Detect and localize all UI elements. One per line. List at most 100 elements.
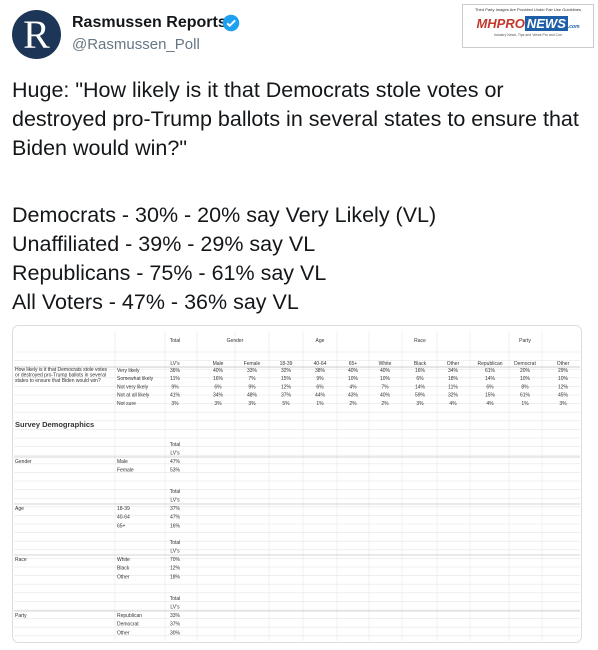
demo-group: Age xyxy=(15,506,24,512)
cell-value: 9% xyxy=(171,384,179,390)
cell-value: 6% xyxy=(416,376,424,382)
watermark-brand: MHPRO NEWS .com xyxy=(463,16,593,31)
demo-value: 33% xyxy=(170,613,181,619)
cell-value: 40% xyxy=(213,368,224,374)
sheet-frame xyxy=(12,325,582,643)
column-header: 40-64 xyxy=(314,361,327,367)
group-header: Age xyxy=(316,338,325,344)
cell-value: 34% xyxy=(448,368,459,374)
cell-value: 61% xyxy=(520,393,531,399)
avatar[interactable]: R xyxy=(12,10,61,59)
account-name[interactable]: Rasmussen Reports xyxy=(72,14,227,31)
cell-value: 3% xyxy=(416,401,424,407)
demo-label: Female xyxy=(117,468,134,474)
cell-value: 3% xyxy=(214,401,222,407)
cell-value: 14% xyxy=(485,376,496,382)
watermark-notice: Third Party Images Are Provided Under Fa… xyxy=(474,7,582,12)
cell-value: 6% xyxy=(214,384,222,390)
cell-value: 8% xyxy=(521,384,529,390)
cell-value: 43% xyxy=(348,393,359,399)
watermark: Third Party Images Are Provided Under Fa… xyxy=(462,4,594,48)
demo-group: Party xyxy=(15,613,27,619)
demo-value: 47% xyxy=(170,515,181,521)
cell-value: 11% xyxy=(448,384,458,390)
demo-label: 18-39 xyxy=(117,506,130,512)
cell-value: 15% xyxy=(281,376,292,382)
tweet-results: Democrats - 30% - 20% say Very Likely (V… xyxy=(12,201,436,317)
demo-unit: LV's xyxy=(170,605,180,611)
cell-value: 40% xyxy=(380,393,391,399)
demo-value: 53% xyxy=(170,468,181,474)
cell-value: 34% xyxy=(213,393,224,399)
cell-value: 18% xyxy=(448,376,459,382)
group-header: Party xyxy=(519,338,531,344)
account-handle[interactable]: @Rasmussen_Poll xyxy=(72,36,200,53)
cell-value: 4% xyxy=(449,401,457,407)
demographics-title: Survey Demographics xyxy=(15,420,94,429)
column-header: Other xyxy=(557,361,570,367)
cell-value: 29% xyxy=(558,368,569,374)
result-line: All Voters - 47% - 36% say VL xyxy=(12,290,299,314)
demo-label: Republican xyxy=(117,613,142,619)
cell-value: 32% xyxy=(281,368,292,374)
cell-value: 33% xyxy=(247,368,258,374)
row-label: Not at all likely xyxy=(117,393,150,399)
brand-part: NEWS xyxy=(524,16,568,31)
question-label: states to ensure that Biden would win? xyxy=(15,378,101,384)
demo-label: 40-64 xyxy=(117,515,130,521)
column-header: LV's xyxy=(170,361,180,367)
cell-value: 11% xyxy=(170,376,180,382)
cell-value: 16% xyxy=(415,368,426,374)
cell-value: 1% xyxy=(316,401,324,407)
demo-group: Race xyxy=(15,557,27,563)
question-label: or destroyed pro-Trump ballots in severa… xyxy=(15,373,106,379)
cell-value: 2% xyxy=(349,401,357,407)
demo-total: Total xyxy=(170,442,181,448)
demo-label: Democrat xyxy=(117,622,139,628)
result-line: Democrats - 30% - 20% say Very Likely (V… xyxy=(12,203,437,227)
demo-value: 30% xyxy=(170,630,181,636)
demo-label: Other xyxy=(117,630,130,636)
demo-label: 65+ xyxy=(117,523,126,529)
tweet-text: Huge: "How likely is it that Democrats s… xyxy=(12,78,579,160)
cell-value: 9% xyxy=(316,376,324,382)
cell-value: 10% xyxy=(380,376,391,382)
result-line: Unaffiliated - 39% - 29% say VL xyxy=(12,232,316,256)
column-header: Black xyxy=(414,361,427,367)
demo-label: Male xyxy=(117,459,128,465)
demo-value: 37% xyxy=(170,506,181,512)
cell-value: 40% xyxy=(380,368,391,374)
brand-part: MHPRO xyxy=(476,16,525,31)
cell-value: 61% xyxy=(485,368,496,374)
column-header: 18-39 xyxy=(280,361,293,367)
row-label: Not very likely xyxy=(117,384,149,390)
group-header: Gender xyxy=(227,338,244,344)
cell-value: 14% xyxy=(415,384,426,390)
column-header: Democrat xyxy=(514,361,536,367)
column-header: Other xyxy=(447,361,460,367)
demo-value: 37% xyxy=(170,622,181,628)
cell-value: 6% xyxy=(316,384,324,390)
group-header: Total xyxy=(170,338,181,344)
cell-value: 32% xyxy=(448,393,459,399)
cell-value: 20% xyxy=(520,368,531,374)
cell-value: 38% xyxy=(315,368,326,374)
cell-value: 37% xyxy=(281,393,292,399)
cell-value: 12% xyxy=(558,384,569,390)
column-header: 65+ xyxy=(349,361,358,367)
column-header: Male xyxy=(213,361,224,367)
demo-total: Total xyxy=(170,540,181,546)
cell-value: 10% xyxy=(558,376,569,382)
column-header: Republican xyxy=(477,361,502,367)
cell-value: 2% xyxy=(381,401,389,407)
cell-value: 3% xyxy=(559,401,567,407)
brand-domain: .com xyxy=(567,24,580,30)
cell-value: 4% xyxy=(486,401,494,407)
demo-value: 16% xyxy=(170,523,181,529)
cell-value: 6% xyxy=(486,384,494,390)
cell-value: 10% xyxy=(520,376,531,382)
cell-value: 12% xyxy=(281,384,292,390)
cell-value: 36% xyxy=(170,368,181,374)
cell-value: 3% xyxy=(248,401,256,407)
column-header: Female xyxy=(244,361,261,367)
